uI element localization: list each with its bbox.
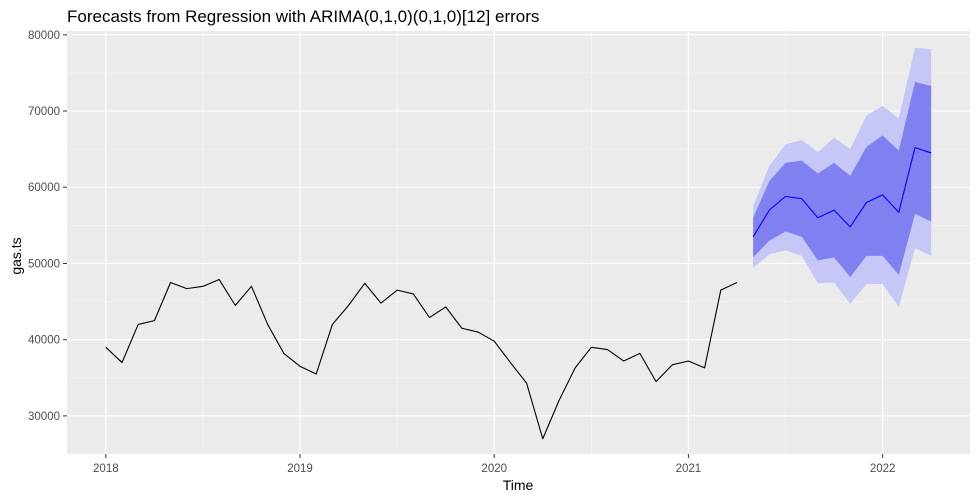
observed-series (105, 278, 738, 440)
x-tick-label: 2022 (870, 463, 896, 475)
observed-line (105, 278, 738, 440)
y-tick-label: 40000 (28, 335, 60, 347)
x-axis-title: Time (503, 477, 534, 493)
y-tick-label: 60000 (28, 182, 60, 194)
x-tick-label: 2018 (93, 463, 119, 475)
y-tick-label: 50000 (28, 258, 60, 270)
x-tick-label: 2020 (481, 463, 507, 475)
y-tick-label: 70000 (28, 106, 60, 118)
forecast-mean-line (752, 147, 932, 238)
y-axis: 30000 40000 50000 60000 70000 80000 (28, 30, 67, 423)
y-axis-title: gas.ts (8, 237, 24, 274)
x-tick-label: 2021 (676, 463, 702, 475)
forecast-series (752, 147, 932, 238)
x-axis: 2018 2019 2020 2021 2022 (93, 454, 895, 475)
x-tick-label: 2019 (287, 463, 313, 475)
y-tick-label: 30000 (28, 411, 60, 423)
y-tick-label: 80000 (28, 30, 60, 42)
chart-title: Forecasts from Regression with ARIMA(0,1… (67, 7, 539, 26)
prediction-interval-80 (753, 82, 932, 278)
band-80-area (753, 82, 932, 278)
